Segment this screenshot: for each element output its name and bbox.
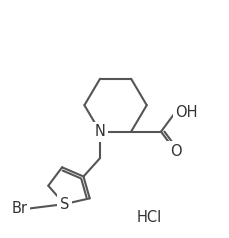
Text: Br: Br <box>11 201 27 216</box>
Text: S: S <box>60 197 69 212</box>
Text: OH: OH <box>175 104 197 120</box>
Text: N: N <box>94 124 105 139</box>
Text: HCl: HCl <box>136 210 161 225</box>
Text: O: O <box>169 144 180 159</box>
